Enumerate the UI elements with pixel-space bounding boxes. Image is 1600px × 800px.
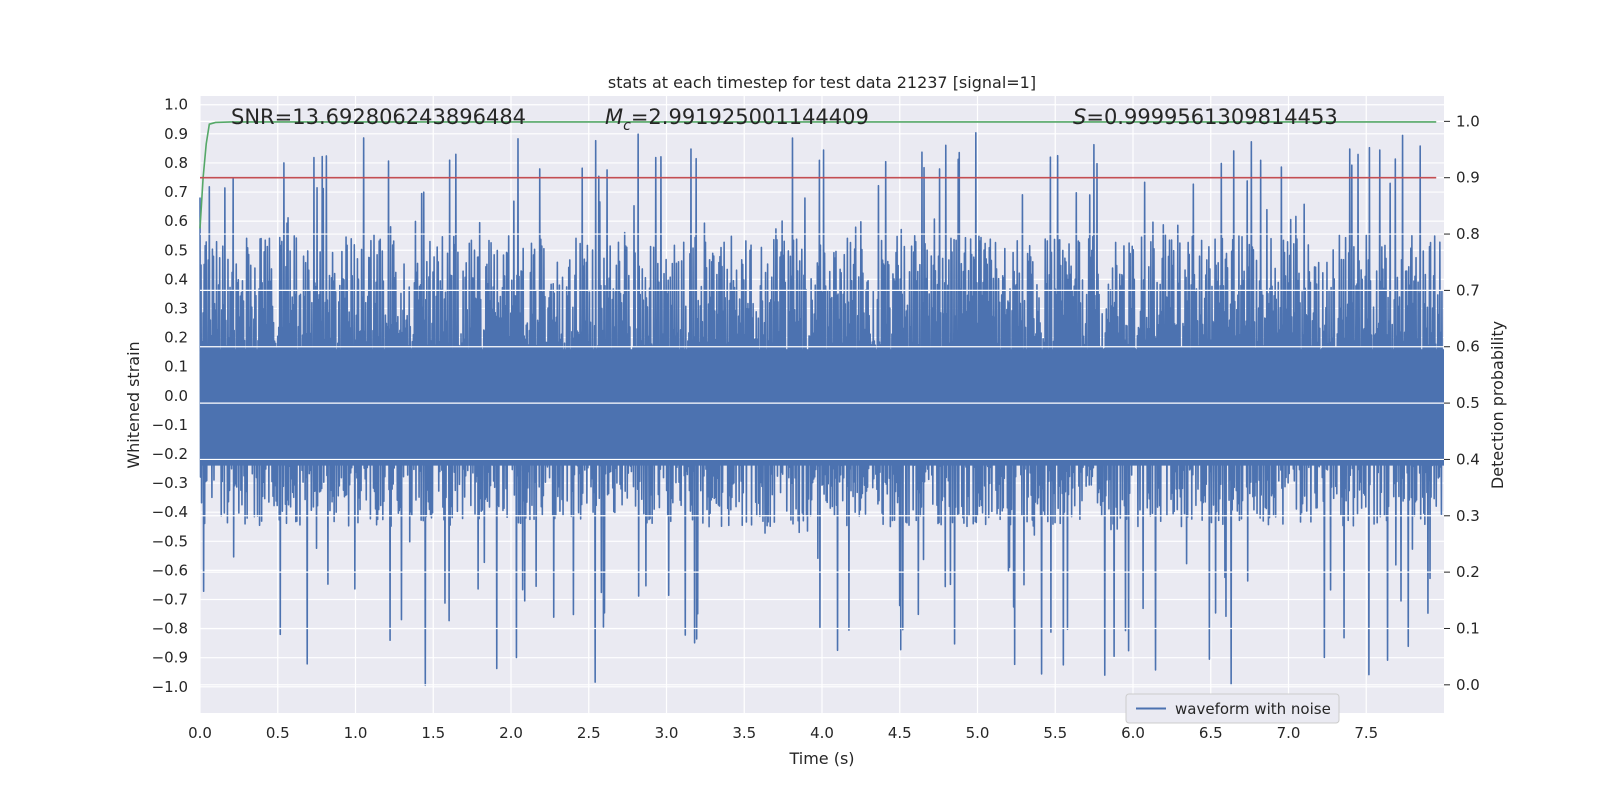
legend-label-waveform: waveform with noise — [1175, 700, 1331, 718]
x-tick-label: 7.5 — [1354, 724, 1378, 742]
left-y-tick-label: −0.8 — [152, 620, 188, 638]
left-y-tick-label: −0.6 — [152, 561, 188, 579]
waveform-core — [200, 349, 1444, 466]
left-y-tick-label: 0.0 — [164, 387, 188, 405]
chirp-mass-value: =2.991925001144409 — [631, 105, 869, 129]
x-tick-label: 3.5 — [732, 724, 756, 742]
x-tick-label: 0.5 — [266, 724, 290, 742]
right-y-tick-label: 0.2 — [1456, 563, 1480, 581]
legend: waveform with noise — [1125, 693, 1340, 724]
chart-title: stats at each timestep for test data 212… — [608, 73, 1036, 92]
x-tick-label: 1.0 — [344, 724, 368, 742]
right-y-tick-label: 0.1 — [1456, 619, 1480, 637]
left-y-tick-label: −0.4 — [152, 503, 188, 521]
detection-probability-line — [199, 121, 1437, 229]
x-tick-label: 0.0 — [188, 724, 212, 742]
right-y-tick-label: 0.4 — [1456, 450, 1480, 468]
right-y-tick-label: 1.0 — [1456, 112, 1480, 130]
right-y-tick-label: 0.9 — [1456, 169, 1480, 187]
left-y-tick-label: 0.6 — [164, 212, 188, 230]
left-y-tick-label: −1.0 — [152, 678, 188, 696]
x-tick-label: 2.5 — [577, 724, 601, 742]
left-y-tick-label: 0.1 — [164, 358, 188, 376]
left-y-tick-label: 0.9 — [164, 125, 188, 143]
x-tick-label: 4.5 — [888, 724, 912, 742]
left-y-tick-label: 0.3 — [164, 299, 188, 317]
left-y-tick-label: −0.1 — [152, 416, 188, 434]
x-tick-label: 1.5 — [421, 724, 445, 742]
right-y-tick-label: 0.8 — [1456, 225, 1480, 243]
x-tick-label: 3.0 — [655, 724, 679, 742]
left-y-tick-label: 0.8 — [164, 154, 188, 172]
x-tick-label: 5.5 — [1043, 724, 1067, 742]
s-symbol: S — [1073, 105, 1086, 129]
x-axis-ticks: 0.0 0.5 1.0 1.5 2.0 2.5 3.0 3.5 4.0 4.5 5.0 5.5 6.0 6… — [188, 724, 1378, 742]
left-y-tick-label: −0.9 — [152, 649, 188, 667]
probability-series — [199, 120, 1444, 686]
right-y-axis-ticks: 1.0 0.9 0.8 0.7 0.6 0.5 0.4 0.3 0.2 0.1 0.0 — [1444, 112, 1480, 694]
left-y-tick-label: −0.7 — [152, 590, 188, 608]
chirp-mass-annotation: Mc=2.991925001144409 — [605, 105, 869, 134]
right-y-tick-label: 0.3 — [1456, 507, 1480, 525]
right-y-tick-label: 0.5 — [1456, 394, 1480, 412]
s-value: =0.9999561309814453 — [1086, 105, 1337, 129]
legend-box — [1125, 693, 1340, 724]
left-y-tick-label: 0.7 — [164, 183, 188, 201]
left-y-axis-ticks: 1.0 0.9 0.8 0.7 0.6 0.5 0.4 0.3 0.2 0.1 0.0 −0.1 −0.… — [152, 96, 188, 696]
waveform-series — [199, 132, 1444, 687]
left-y-tick-label: 1.0 — [164, 96, 188, 114]
left-y-tick-label: −0.3 — [152, 474, 188, 492]
x-tick-label: 2.0 — [499, 724, 523, 742]
left-y-tick-label: 0.2 — [164, 329, 188, 347]
left-y-tick-label: −0.2 — [152, 445, 188, 463]
right-y-axis-label: Detection probability — [1488, 321, 1507, 489]
left-y-tick-label: −0.5 — [152, 532, 188, 550]
chirp-mass-subscript: c — [623, 118, 631, 134]
right-y-tick-label: 0.7 — [1456, 281, 1480, 299]
left-y-tick-label: 0.5 — [164, 241, 188, 259]
left-y-tick-label: 0.4 — [164, 270, 188, 288]
x-tick-label: 4.0 — [810, 724, 834, 742]
right-y-tick-label: 0.6 — [1456, 338, 1480, 356]
x-tick-label: 6.0 — [1121, 724, 1145, 742]
x-tick-label: 6.5 — [1199, 724, 1223, 742]
left-y-axis-label: Whitened strain — [124, 341, 143, 468]
snr-annotation: SNR=13.692806243896484 — [231, 105, 526, 129]
x-axis-label: Time (s) — [788, 749, 854, 768]
x-tick-label: 5.0 — [966, 724, 990, 742]
x-tick-label: 7.0 — [1277, 724, 1301, 742]
s-annotation: S=0.9999561309814453 — [1073, 105, 1338, 129]
chirp-mass-symbol: M — [605, 105, 623, 129]
right-y-tick-label: 0.0 — [1456, 676, 1480, 694]
